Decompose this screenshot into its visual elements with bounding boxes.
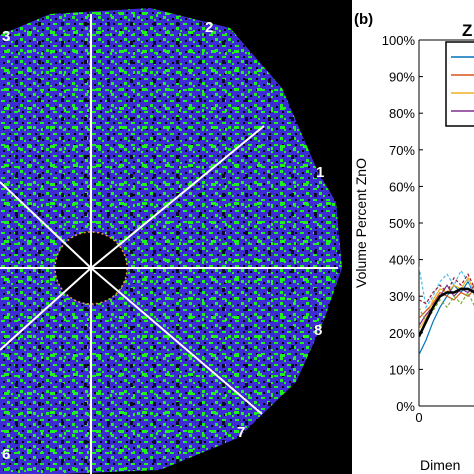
y-tick-label: 90%: [389, 70, 415, 85]
chart-title: Z: [462, 21, 472, 40]
y-tick-label: 20%: [389, 326, 415, 341]
series-line-6: [419, 272, 474, 305]
y-tick-label: 30%: [389, 289, 415, 304]
y-tick-label: 100%: [382, 33, 416, 48]
microstructure-panel: 1 2 3 6 7 8: [0, 0, 352, 474]
y-axis-ticks: 0% 10% 20% 30% 40% 50% 60% 70% 80% 90% 100%: [382, 33, 423, 414]
sector-line-diagonal-up: [90, 125, 265, 269]
sector-line-left-down: [0, 267, 92, 351]
sector-line-diagonal-down: [90, 267, 263, 415]
y-tick-label: 40%: [389, 253, 415, 268]
legend: [445, 41, 474, 127]
series-group: [419, 266, 474, 356]
sector-lines: [0, 14, 338, 474]
y-axis-label: Volume Percent ZnO: [353, 158, 369, 288]
line-chart-panel: (b) Z Volume Percent ZnO Dimen 0% 10% 20% 3…: [353, 11, 474, 473]
sector-label-1: 1: [316, 164, 324, 181]
y-tick-label: 0%: [396, 399, 415, 414]
panel-label: (b): [354, 11, 373, 28]
x-axis-label: Dimen: [420, 457, 460, 473]
x-tick-label: 0: [415, 410, 422, 425]
series-line-3: [419, 276, 474, 330]
sector-label-2: 2: [205, 19, 213, 36]
sector-line-left-up: [0, 181, 92, 269]
series-line-7: [419, 291, 474, 324]
y-tick-label: 70%: [389, 143, 415, 158]
sector-label-8: 8: [314, 322, 322, 339]
sector-label-3: 3: [2, 28, 10, 45]
y-tick-label: 80%: [389, 106, 415, 121]
y-tick-label: 10%: [389, 362, 415, 377]
y-tick-label: 60%: [389, 179, 415, 194]
sector-label-6: 6: [2, 446, 10, 463]
legend-box: [445, 41, 474, 127]
y-tick-label: 50%: [389, 216, 415, 231]
series-line-8: [419, 287, 474, 338]
x-axis-ticks: 0: [415, 410, 422, 425]
sector-label-7: 7: [237, 424, 245, 441]
